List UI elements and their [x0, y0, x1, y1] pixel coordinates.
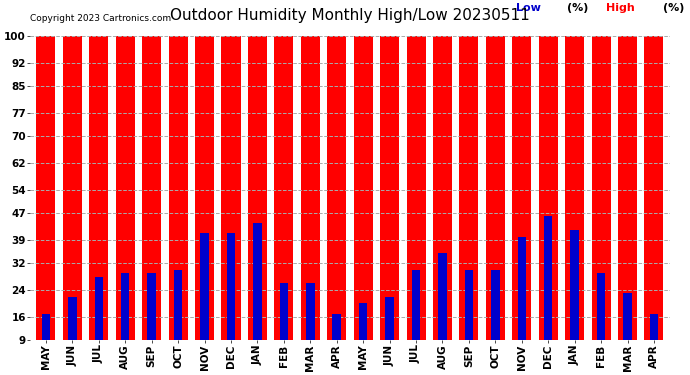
Bar [121, 273, 130, 340]
Bar [200, 233, 209, 340]
Bar [168, 36, 188, 340]
Bar [279, 284, 288, 340]
Bar [89, 36, 108, 340]
Bar [544, 216, 553, 340]
Bar [623, 294, 632, 340]
Bar [174, 270, 182, 340]
Bar [41, 314, 50, 340]
Bar [95, 277, 103, 340]
Text: Copyright 2023 Cartronics.com: Copyright 2023 Cartronics.com [30, 13, 171, 22]
Bar [148, 273, 156, 340]
Text: High: High [606, 3, 635, 13]
Bar [306, 284, 315, 340]
Bar [644, 36, 664, 340]
Text: Low: Low [516, 3, 541, 13]
Bar [227, 233, 235, 340]
Bar [512, 36, 531, 340]
Bar [618, 36, 637, 340]
Bar [591, 36, 611, 340]
Bar [412, 270, 420, 340]
Bar [597, 273, 605, 340]
Bar [354, 36, 373, 340]
Bar [386, 297, 394, 340]
Bar [464, 270, 473, 340]
Bar [438, 253, 446, 340]
Text: (%): (%) [567, 3, 589, 13]
Bar [253, 223, 262, 340]
Bar [433, 36, 452, 340]
Bar [359, 303, 367, 340]
Bar [539, 36, 558, 340]
Bar [275, 36, 293, 340]
Bar [68, 297, 77, 340]
Bar [406, 36, 426, 340]
Bar [327, 36, 346, 340]
Bar [518, 237, 526, 340]
Bar [248, 36, 267, 340]
Bar [63, 36, 82, 340]
Bar [380, 36, 399, 340]
Text: (%): (%) [663, 3, 684, 13]
Bar [460, 36, 478, 340]
Bar [650, 314, 658, 340]
Bar [142, 36, 161, 340]
Bar [221, 36, 241, 340]
Bar [565, 36, 584, 340]
Bar [37, 36, 55, 340]
Bar [333, 314, 341, 340]
Title: Outdoor Humidity Monthly High/Low 20230511: Outdoor Humidity Monthly High/Low 202305… [170, 8, 530, 23]
Bar [116, 36, 135, 340]
Bar [301, 36, 319, 340]
Bar [486, 36, 505, 340]
Bar [491, 270, 500, 340]
Bar [195, 36, 214, 340]
Bar [571, 230, 579, 340]
